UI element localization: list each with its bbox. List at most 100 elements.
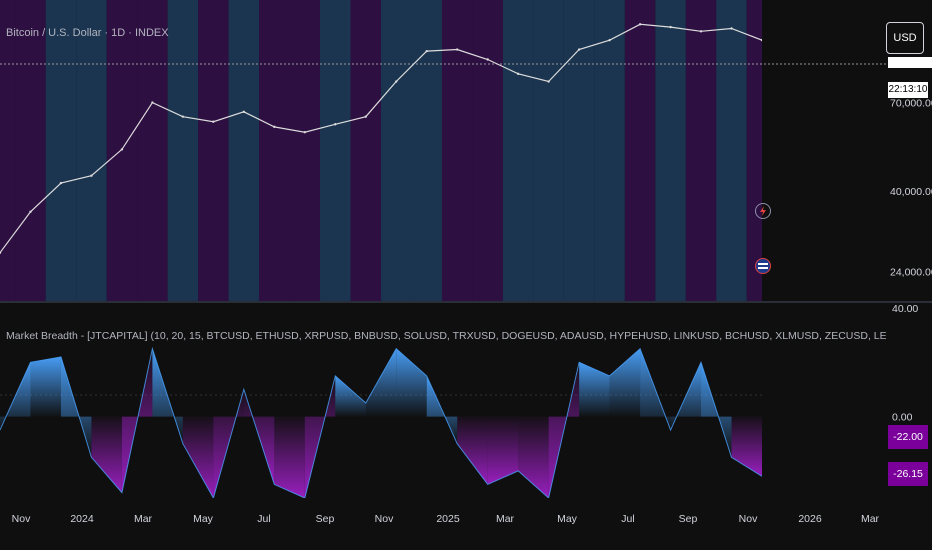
breadth-line: [0, 346, 762, 498]
time-axis-label: Mar: [861, 513, 880, 525]
price-point: [456, 48, 459, 51]
breadth-area-segment: [579, 362, 610, 417]
price-point: [638, 23, 642, 26]
price-axis: 24,000.00 40,000.00 70,000.00: [890, 98, 932, 279]
price-series: [0, 23, 762, 254]
indicator-axis-label: 0.00: [892, 412, 913, 424]
regime-band: [472, 0, 503, 302]
price-point: [395, 80, 398, 83]
time-axis-label: Nov: [739, 513, 758, 525]
breadth-area-segment: [335, 375, 366, 417]
regime-band: [685, 0, 717, 302]
regime-band: [76, 0, 107, 302]
regime-band: [0, 0, 16, 302]
time-axis-label: Jul: [621, 513, 634, 525]
price-point: [699, 30, 703, 33]
price-point: [181, 115, 185, 118]
price-point: [608, 38, 611, 42]
bar-countdown-tag: 22:13:10: [888, 82, 928, 98]
price-point: [212, 120, 215, 123]
regime-band: [502, 0, 534, 302]
lightning-icon[interactable]: [755, 203, 771, 219]
regime-band: [746, 0, 762, 302]
breadth-area-segment: [518, 416, 549, 498]
breadth-area-segment: [609, 348, 641, 417]
regime-band: [320, 0, 351, 302]
regime-band: [563, 0, 595, 302]
price-point: [303, 130, 306, 134]
price-point: [242, 110, 246, 114]
indicator-value-tag-1: -22.00: [888, 425, 928, 449]
breadth-area-segment: [731, 416, 762, 477]
regime-band: [655, 0, 686, 302]
regime-band: [45, 0, 77, 302]
regime-band: [15, 0, 46, 302]
price-axis-label: 40,000.00: [890, 186, 932, 198]
regime-band: [259, 0, 290, 302]
indicator-axis-label: 40.00: [892, 303, 918, 315]
price-point: [760, 38, 762, 42]
price-point: [669, 25, 672, 29]
time-axis-label: Mar: [134, 513, 153, 525]
price-point: [486, 58, 489, 61]
regime-band: [289, 0, 321, 302]
price-point: [29, 210, 32, 214]
price-point: [120, 148, 124, 151]
price-point: [90, 174, 93, 177]
breadth-area-segment: [365, 348, 397, 417]
regime-band: [716, 0, 747, 302]
regime-band: [350, 0, 381, 302]
time-axis-label: 2025: [436, 513, 460, 525]
regime-band: [533, 0, 564, 302]
breadth-area-segment: [274, 416, 305, 498]
price-point: [577, 48, 581, 51]
last-price-tag: [888, 57, 932, 68]
indicator-title[interactable]: Market Breadth - [JTCAPITAL] (10, 20, 15…: [6, 330, 886, 342]
price-point: [0, 251, 2, 254]
price-line: [0, 23, 762, 254]
price-point: [334, 123, 337, 126]
price-point: [59, 181, 63, 185]
time-axis[interactable]: Nov 2024 Mar May Jul Sep Nov 2025 Mar May Jul Sep No…: [12, 513, 880, 525]
currency-button[interactable]: USD: [886, 22, 924, 54]
price-point: [273, 125, 276, 129]
price-axis-label: 24,000.00: [890, 266, 932, 278]
regime-band: [106, 0, 138, 302]
time-axis-label: Jul: [257, 513, 270, 525]
regime-band: [198, 0, 229, 302]
symbol-title[interactable]: Bitcoin / U.S. Dollar · 1D · INDEX: [6, 27, 169, 39]
time-axis-label: May: [193, 513, 214, 525]
regime-band: [167, 0, 199, 302]
breadth-area-segment: [91, 416, 122, 493]
time-axis-label: 2024: [70, 513, 94, 525]
regime-band: [411, 0, 442, 302]
time-axis-label: Mar: [496, 513, 515, 525]
price-point: [151, 101, 154, 104]
price-point: [364, 115, 367, 118]
regime-band: [381, 0, 412, 302]
price-point: [730, 27, 733, 30]
time-axis-label: Nov: [375, 513, 394, 525]
breadth-area-segment: [487, 416, 519, 485]
time-axis-label: Nov: [12, 513, 31, 525]
time-axis-label: Sep: [679, 513, 698, 525]
breadth-area-segment: [396, 348, 427, 417]
breadth-series: [0, 346, 762, 498]
indicator-axis: 40.00 0.00: [892, 303, 918, 424]
breadth-area-segment: [457, 416, 488, 485]
regime-band: [228, 0, 260, 302]
regime-band: [441, 0, 473, 302]
indicator-value-tag-2: -26.15: [888, 462, 928, 486]
price-point: [425, 49, 428, 53]
price-axis-label: 70,000.00: [890, 98, 932, 110]
time-axis-label: 2026: [798, 513, 822, 525]
price-point: [547, 80, 550, 83]
price-point: [516, 72, 520, 76]
regime-band: [594, 0, 625, 302]
regime-bands: [0, 0, 762, 302]
breadth-area-segment: [30, 356, 61, 417]
time-axis-label: Sep: [316, 513, 335, 525]
regime-band: [137, 0, 168, 302]
us-flag-icon[interactable]: [755, 258, 771, 274]
